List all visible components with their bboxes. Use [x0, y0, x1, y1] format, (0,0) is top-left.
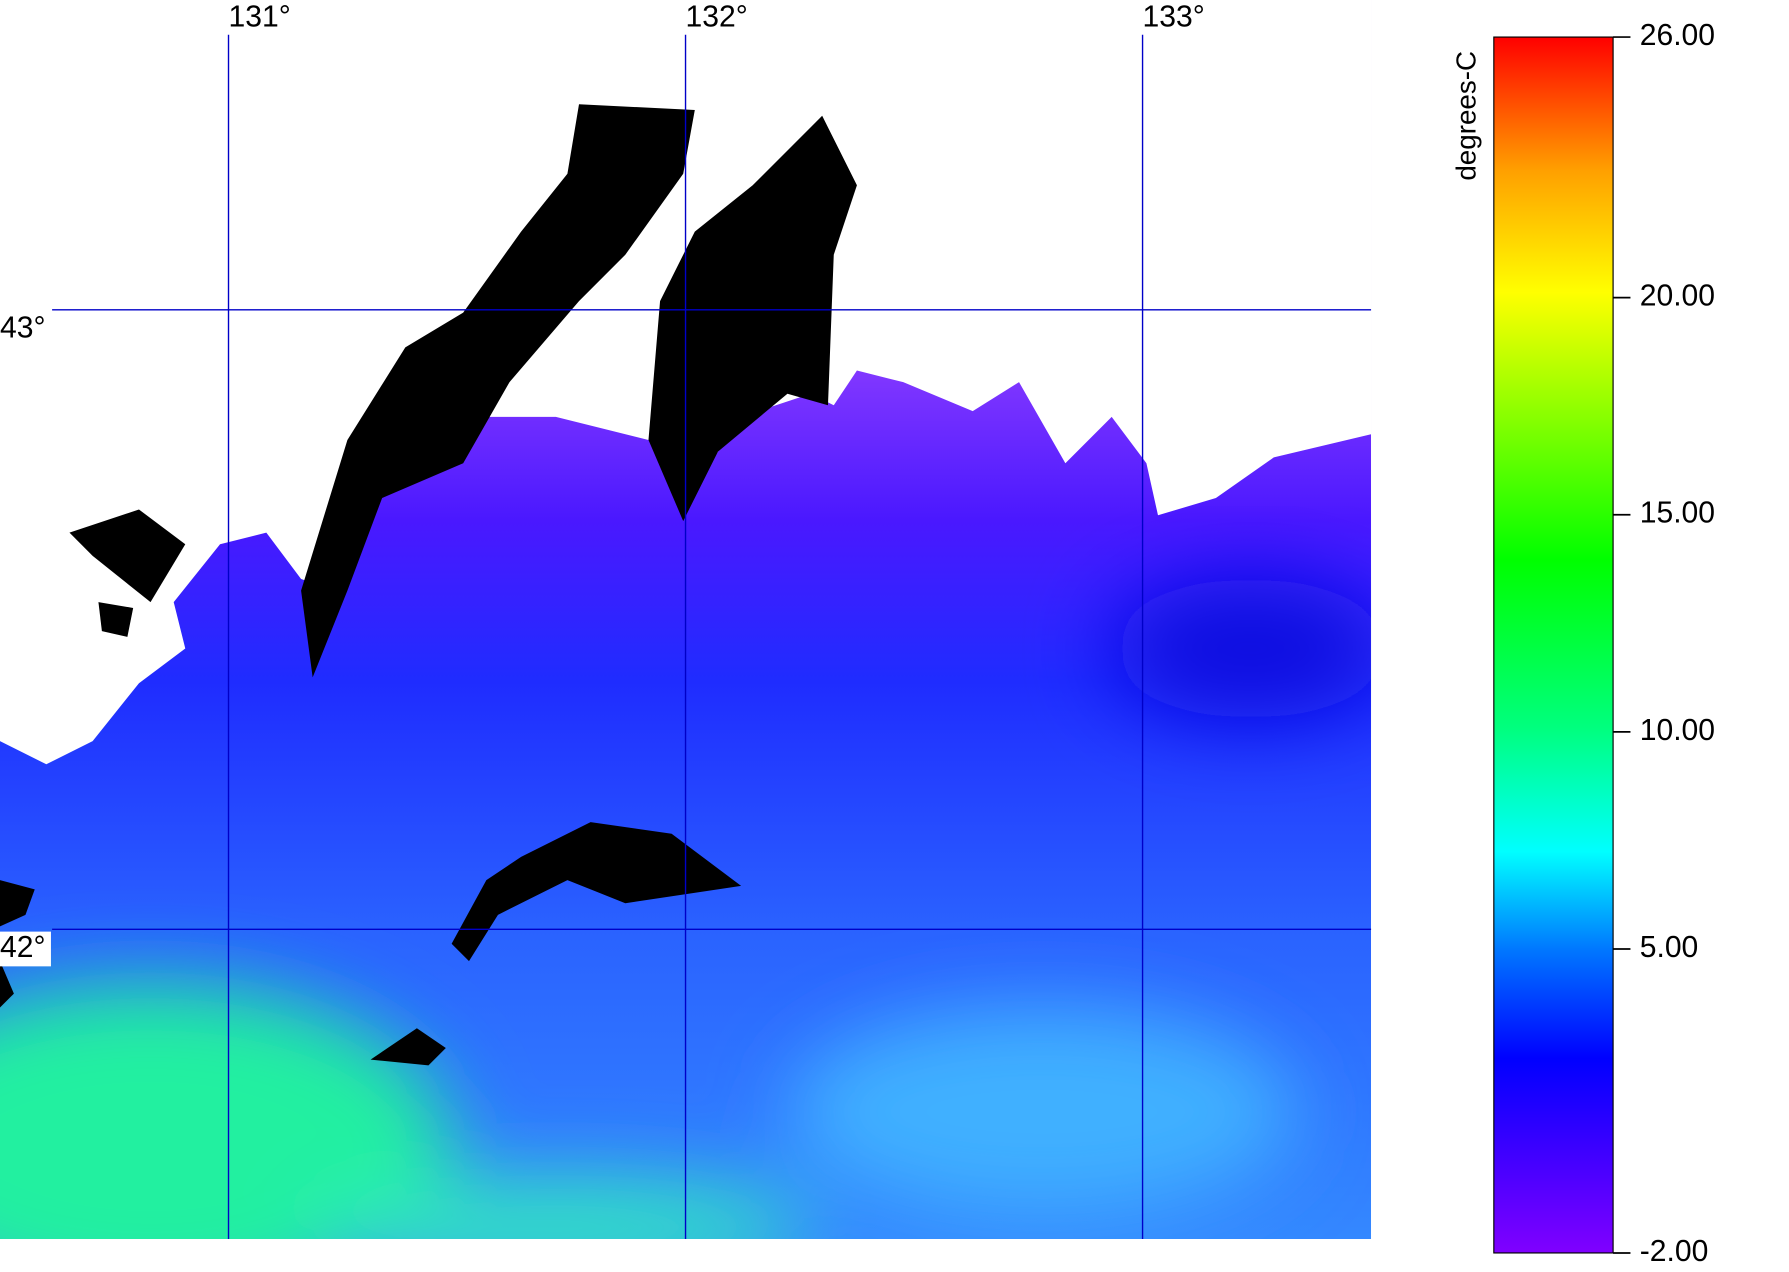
graticule [52, 34, 1372, 1240]
land-dark [0, 104, 857, 1066]
colorbar [1493, 36, 1614, 1254]
warm-water [0, 579, 1372, 1240]
longitude-label: 133° [1143, 0, 1205, 33]
colorbar-tick-label: 5.00 [1640, 931, 1699, 964]
longitude-label: 131° [229, 0, 291, 33]
latitude-label: 42° [0, 931, 46, 964]
latitude-label: 43° [0, 311, 46, 344]
map-layer: degrees-C 131° 132° 133° 43° 42° 26.00 20.00 15… [0, 0, 1715, 1268]
longitude-label: 132° [686, 0, 748, 33]
label-box [0, 931, 51, 967]
colorbar-tick-label: 26.00 [1640, 19, 1715, 52]
colorbar-tick-label: 15.00 [1640, 497, 1715, 530]
label-box [0, 312, 51, 347]
colorbar-label: degrees-C [1451, 51, 1482, 181]
colorbar-tick-label: 20.00 [1640, 280, 1715, 313]
colorbar-tick-label: -2.00 [1640, 1235, 1709, 1268]
colorbar-tick-label: 10.00 [1640, 714, 1715, 747]
